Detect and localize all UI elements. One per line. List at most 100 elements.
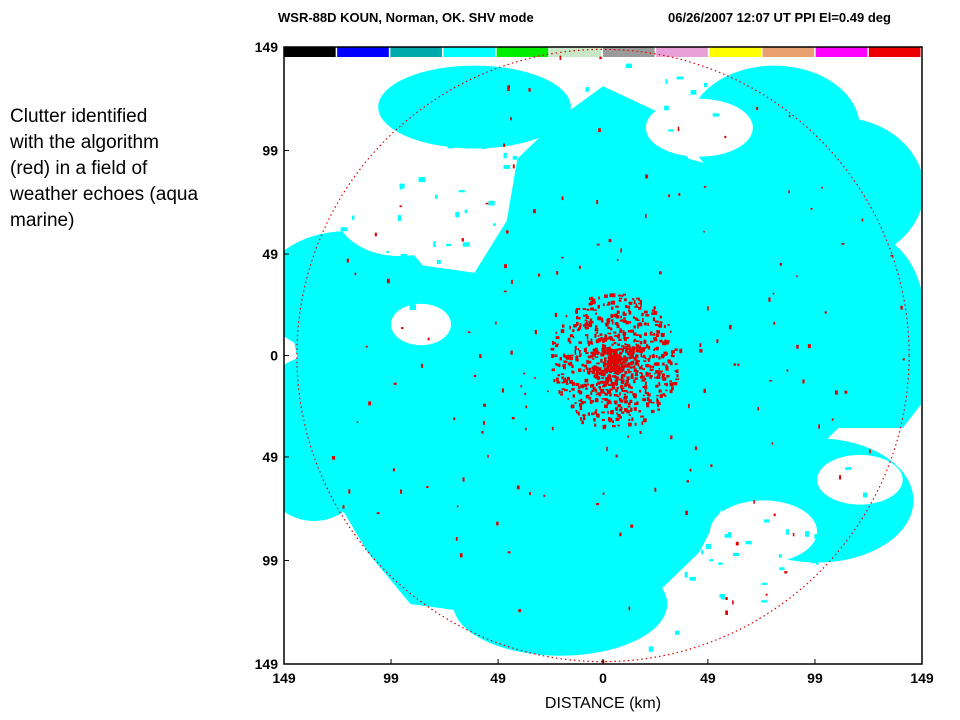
clutter-pixel bbox=[577, 412, 580, 416]
clutter-pixel bbox=[585, 367, 589, 370]
clutter-pixel bbox=[670, 354, 675, 358]
y-tick-label: 0 bbox=[270, 348, 278, 364]
weather-speckle bbox=[480, 571, 485, 577]
weather-speckle bbox=[666, 527, 669, 531]
clutter-pixel bbox=[841, 242, 845, 245]
clutter-pixel bbox=[610, 349, 615, 354]
clutter-pixel bbox=[606, 390, 611, 394]
weather-speckle bbox=[762, 149, 769, 154]
weather-speckle bbox=[768, 156, 772, 161]
y-tick-label: 99 bbox=[262, 552, 278, 568]
clutter-pixel bbox=[626, 409, 630, 414]
clutter-pixel bbox=[565, 380, 569, 383]
clutter-pixel bbox=[585, 387, 588, 390]
weather-speckle bbox=[469, 536, 473, 540]
weather-speckle bbox=[445, 294, 450, 298]
clutter-pixel bbox=[621, 373, 625, 377]
weather-speckle bbox=[792, 364, 799, 368]
clutter-pixel bbox=[467, 331, 471, 334]
clutter-pixel bbox=[642, 368, 646, 371]
clutter-pixel bbox=[577, 317, 581, 320]
clutter-pixel bbox=[581, 363, 585, 367]
clutter-pixel bbox=[779, 262, 783, 266]
clutter-pixel bbox=[786, 369, 789, 372]
clutter-pixel bbox=[529, 492, 531, 496]
clutter-pixel bbox=[594, 423, 597, 427]
clutter-pixel bbox=[597, 392, 601, 395]
clutter-pixel bbox=[595, 388, 598, 393]
clutter-pixel bbox=[610, 379, 613, 383]
clutter-pixel bbox=[606, 347, 610, 351]
clutter-pixel bbox=[577, 327, 580, 331]
clutter-pixel bbox=[570, 354, 574, 357]
legend-swatch bbox=[284, 47, 336, 57]
weather-speckle bbox=[827, 224, 834, 227]
clutter-pixel bbox=[657, 373, 660, 377]
weather-speckle bbox=[504, 76, 509, 83]
weather-speckle bbox=[625, 63, 632, 68]
clutter-pixel bbox=[617, 365, 620, 369]
weather-speckle bbox=[676, 76, 684, 80]
clutter-pixel bbox=[662, 341, 666, 345]
clutter-pixel bbox=[587, 326, 590, 330]
clutter-pixel bbox=[606, 350, 610, 354]
clutter-pixel bbox=[861, 218, 864, 222]
clutter-pixel bbox=[608, 417, 612, 423]
clutter-pixel bbox=[354, 272, 357, 276]
weather-speckle bbox=[422, 294, 427, 301]
clutter-pixel bbox=[631, 350, 634, 355]
clutter-pixel bbox=[653, 362, 657, 366]
clutter-pixel bbox=[453, 417, 456, 420]
clutter-pixel bbox=[550, 354, 555, 358]
clutter-pixel bbox=[594, 333, 597, 338]
clutter-pixel bbox=[626, 383, 631, 387]
legend-swatch bbox=[390, 47, 442, 57]
clutter-pixel bbox=[618, 357, 622, 361]
clutter-pixel bbox=[642, 394, 645, 397]
weather-speckle bbox=[503, 152, 507, 159]
weather-speckle bbox=[543, 608, 549, 611]
clutter-pixel bbox=[665, 382, 668, 387]
clutter-pixel bbox=[611, 367, 614, 370]
clutter-pixel bbox=[570, 404, 575, 409]
clutter-pixel bbox=[623, 335, 626, 339]
weather-speckle bbox=[884, 316, 888, 321]
clutter-pixel bbox=[667, 359, 671, 362]
clutter-pixel bbox=[645, 374, 650, 377]
weather-speckle bbox=[612, 524, 617, 529]
clutter-pixel bbox=[802, 379, 805, 384]
clutter-pixel bbox=[593, 351, 596, 356]
weather-speckle bbox=[764, 519, 770, 523]
clutter-pixel bbox=[834, 390, 838, 395]
weather-speckle bbox=[767, 477, 773, 481]
clutter-pixel bbox=[662, 377, 665, 381]
clutter-pixel bbox=[644, 388, 647, 393]
clutter-pixel bbox=[579, 353, 582, 357]
clutter-pixel bbox=[589, 340, 593, 345]
clutter-pixel bbox=[593, 365, 597, 368]
clutter-pixel bbox=[620, 375, 624, 380]
x-axis: 149 99 49 0 49 99 149 bbox=[272, 659, 934, 686]
clutter-pixel bbox=[644, 214, 647, 219]
clutter-pixel bbox=[686, 480, 690, 483]
clutter-pixel bbox=[523, 372, 526, 375]
weather-speckle bbox=[825, 525, 830, 530]
x-tick-label: 99 bbox=[383, 670, 399, 686]
clutter-pixel bbox=[620, 406, 623, 411]
clutter-pixel bbox=[599, 372, 603, 374]
clutter-pixel bbox=[651, 333, 655, 336]
clutter-pixel bbox=[607, 320, 610, 325]
weather-speckle bbox=[496, 613, 499, 617]
clutter-pixel bbox=[645, 363, 650, 368]
clutter-pixel bbox=[346, 258, 349, 263]
weather-speckle bbox=[591, 141, 596, 146]
weather-speckle bbox=[561, 139, 566, 146]
caption-line: (red) in a field of bbox=[10, 158, 148, 179]
weather-speckle bbox=[331, 299, 339, 305]
clutter-pixel bbox=[563, 389, 568, 392]
clutter-pixel bbox=[627, 371, 631, 374]
clutter-pixel bbox=[562, 364, 566, 367]
clutter-pixel bbox=[661, 355, 665, 359]
clutter-pixel bbox=[594, 350, 599, 355]
clutter-pixel bbox=[602, 391, 606, 394]
